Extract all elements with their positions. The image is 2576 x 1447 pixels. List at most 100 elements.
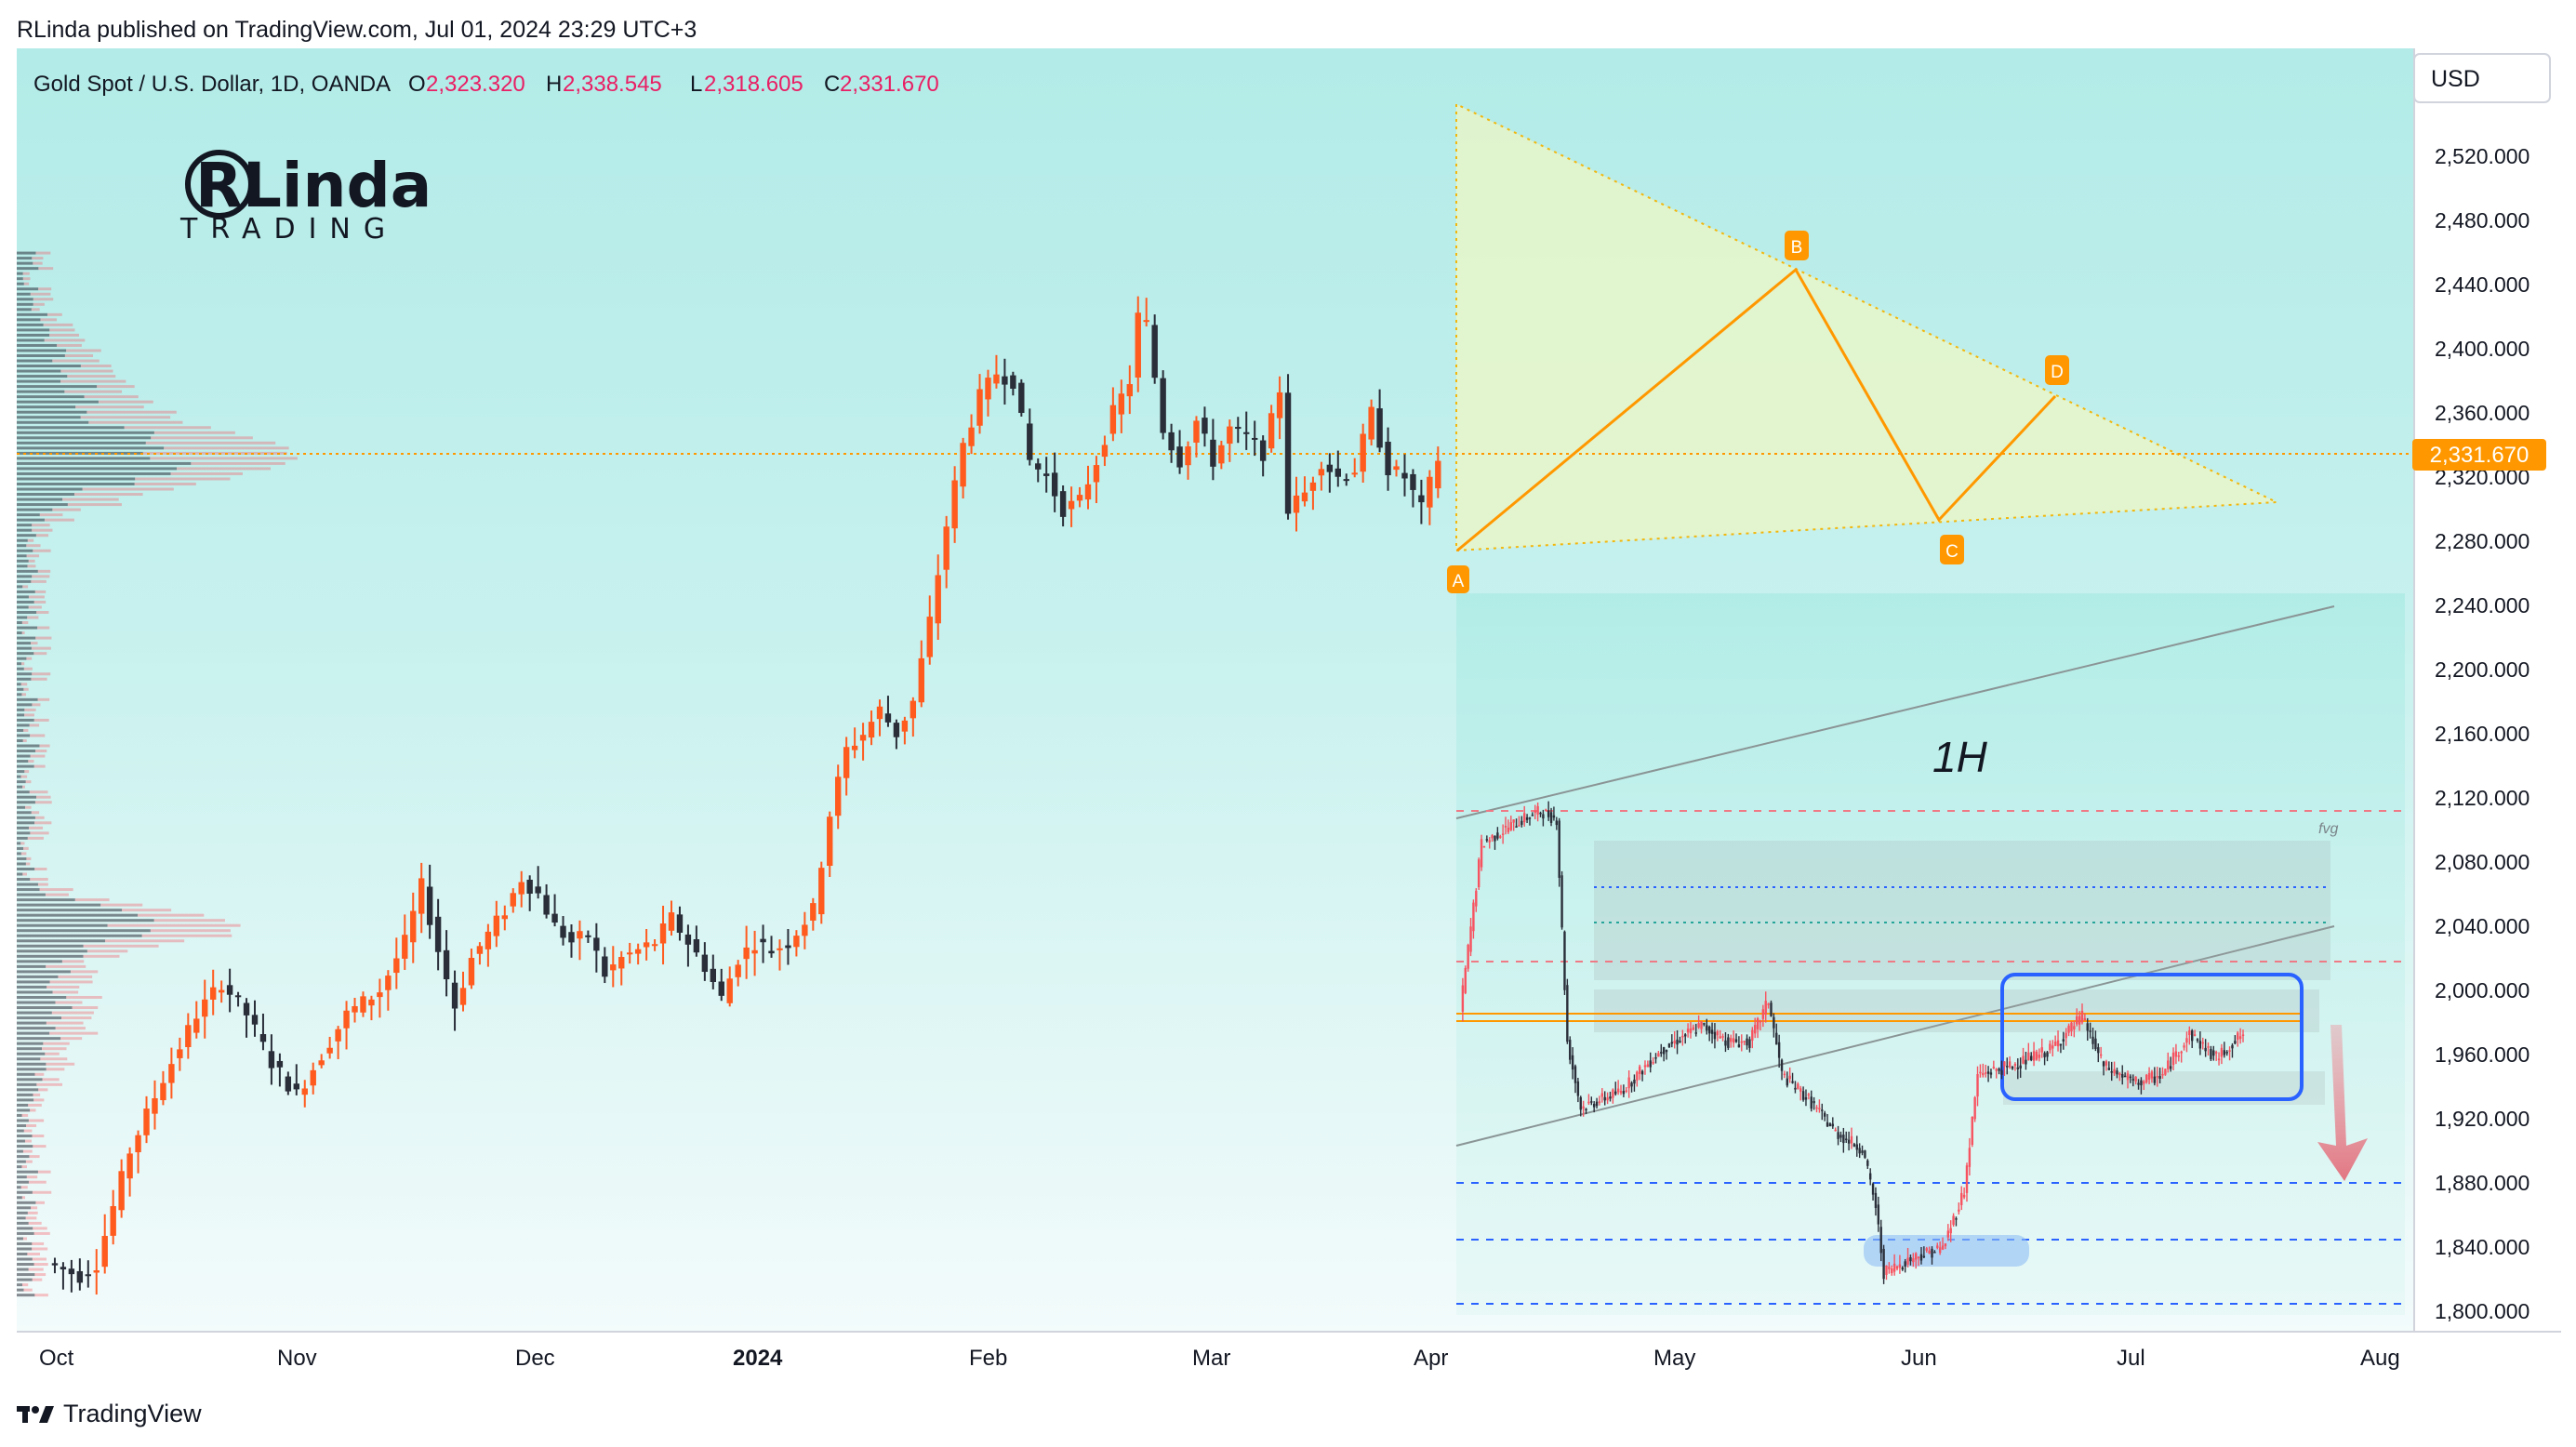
candle-body [684,934,692,945]
candle-body [185,1025,192,1048]
inset-zone-middle [1594,989,2319,1032]
candle-body [851,745,858,750]
tradingview-logo-icon[interactable] [17,1404,54,1425]
inset-candle-body [2078,1016,2081,1025]
volume-bar [33,298,54,301]
candle-body [360,996,366,1013]
volume-bar [17,913,139,917]
candle-body [1193,420,1200,443]
time-axis[interactable]: Oct Nov Dec 2024 Feb Mar Apr May Jun Jul Aug [39,1346,2400,1371]
inset-candle-body [1579,1096,1582,1110]
inset-candle-body [1619,1090,1623,1094]
inset-candle-body [1885,1266,1888,1275]
volume-bar [39,744,50,748]
abcd-lines [1456,267,2057,552]
inset-candle-body [1962,1194,1966,1198]
inset-candle-body [1667,1043,1671,1048]
volume-bar [17,1088,39,1092]
volume-bar [70,970,99,974]
volume-bar [37,569,51,573]
volume-bar [17,811,32,815]
inset-candle-body [2070,1022,2073,1032]
candle-body [202,999,208,1017]
inset-candle-body [1600,1093,1604,1097]
legend-open-value: 2,323.320 [426,72,525,97]
candle-body [310,1069,316,1086]
volume-bar [17,744,40,748]
inset-candle-body [1676,1039,1679,1045]
volume-bar [33,1098,45,1102]
volume-bar [26,856,32,860]
price-axis-tick: 1,840.000 [2435,1235,2530,1259]
price-axis[interactable]: 2,520.000 2,480.000 2,440.000 2,400.000 2,36… [2435,144,2530,1323]
inset-candle-body [2150,1071,2154,1079]
inset-candle-body [1777,1042,1781,1058]
volume-bar [29,790,48,794]
inset-candle-body [1936,1245,1939,1248]
inset-candle-body [1847,1139,1851,1144]
inset-1h-panel: 1H fvg [1455,593,2405,1315]
volume-bar [17,862,26,866]
candle-body [585,935,591,937]
candle-body [251,1015,259,1025]
volume-bar [17,416,81,419]
volume-bar [22,785,25,789]
legend-high-label: H [546,72,562,97]
volume-bar [17,524,33,527]
candle-body [51,1263,59,1266]
candle-body [93,1270,100,1273]
volume-bar [17,805,25,809]
volume-bar [17,728,24,732]
footer-brand[interactable]: TradingView [63,1400,202,1427]
candle-body [1018,382,1025,414]
volume-bar [30,292,51,296]
volume-bar [31,308,40,312]
volume-bar [142,451,287,455]
candle-body [726,978,733,1003]
volume-bar [17,1113,22,1117]
candle-body [1326,464,1334,472]
point-a-label: A [1447,565,1469,593]
volume-bar [33,1093,41,1096]
inset-candle-body [1919,1254,1923,1261]
inset-candle-body [2169,1066,2172,1069]
volume-bar [32,1241,45,1245]
volume-profile [17,251,298,1297]
inset-zone-upper [1594,841,2330,980]
candle-body [426,886,433,925]
candle-body [318,1060,325,1066]
candle-body [835,777,842,816]
currency-label[interactable]: USD [2431,66,2480,92]
inset-candle-body [1707,1027,1711,1034]
currency-button[interactable]: USD [2413,53,2551,103]
volume-bar [138,913,205,917]
inset-candle-body [1855,1144,1858,1150]
bearish-arrow [2317,1025,2368,1181]
point-b-label: B [1785,231,1809,260]
inset-candle-body [1614,1091,1617,1095]
candle-body [526,880,533,895]
candle-body [1027,423,1033,460]
inset-candle-body [1989,1072,1993,1075]
candle-body [434,916,442,952]
volume-bar [22,738,27,742]
price-chart-svg[interactable]: 1H fvg A B C D Gold Spot / U.S [17,48,2561,1384]
volume-bar [17,867,35,870]
volume-bar [25,780,32,784]
inset-candle-body [2204,1047,2207,1052]
volume-bar [151,436,253,440]
inset-candle-body [1971,1116,1973,1146]
inset-candle-body [1734,1039,1738,1042]
price-axis-tick: 2,160.000 [2435,722,2530,746]
inset-candle-body [2053,1042,2057,1046]
inset-candle-body [1904,1261,1906,1267]
volume-bar [35,1201,46,1204]
inset-candle-body [1649,1060,1652,1068]
price-axis-tick: 2,400.000 [2435,337,2530,361]
inset-candle-body [1976,1073,1979,1097]
triangle-pattern [1455,102,2280,552]
chart-area[interactable]: 1H fvg A B C D Gold Spot / U.S [17,48,2561,1384]
candle-body [1368,406,1374,440]
candle-body [651,944,658,947]
inset-candle-body [1545,809,1547,812]
